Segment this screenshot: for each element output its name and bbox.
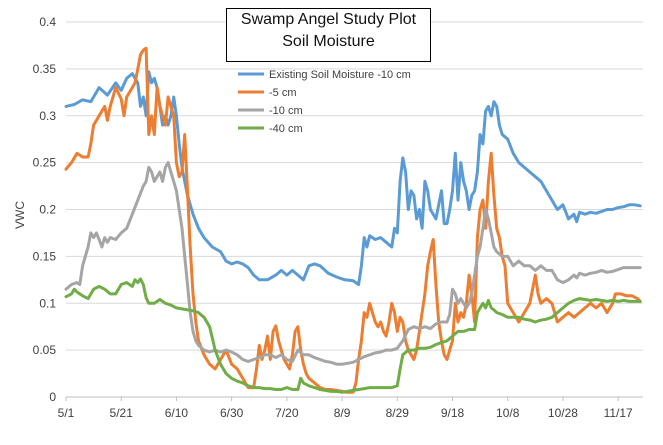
x-tick-label: 11/17	[604, 406, 633, 420]
legend-label: -40 cm	[269, 123, 303, 135]
series-line-1	[64, 46, 642, 394]
x-tick-label: 5/1	[58, 406, 75, 420]
series-line-3	[64, 277, 642, 394]
legend-label: -10 cm	[269, 105, 303, 117]
y-tick-label: 0.1	[39, 296, 56, 310]
y-tick-label: 0.25	[33, 156, 57, 170]
legend-label: -5 cm	[269, 87, 297, 99]
x-tick-label: 8/29	[386, 406, 410, 420]
legend: Existing Soil Moisture -10 cm -5 cm -10 cm…	[238, 69, 411, 135]
x-tick-label: 9/18	[441, 406, 465, 420]
y-tick-label: 0.3	[39, 109, 56, 123]
y-tick-label: 0.35	[33, 62, 57, 76]
series-line-0	[64, 70, 642, 286]
legend-label: Existing Soil Moisture -10 cm	[269, 69, 411, 81]
x-tick-label: 8/9	[334, 406, 351, 420]
x-tick-label: 5/21	[110, 406, 134, 420]
x-tick-label: 7/20	[275, 406, 299, 420]
chart-title-line-2: Soil Moisture	[282, 33, 375, 50]
y-axis-label: VWC	[13, 201, 27, 229]
chart-title-box: Swamp Angel Study Plot Soil Moisture	[226, 8, 431, 62]
y-tick-label: 0.2	[39, 203, 56, 217]
series-line-2	[64, 161, 642, 366]
x-tick-label: 10/8	[496, 406, 520, 420]
x-tick-label: 6/10	[165, 406, 189, 420]
y-tick-label: 0.05	[33, 343, 57, 357]
chart-title-line-1: Swamp Angel Study Plot	[240, 11, 417, 28]
x-tick-label: 10/28	[548, 406, 578, 420]
y-tick-label: 0	[49, 390, 56, 404]
y-tick-label: 0.4	[39, 15, 56, 29]
y-tick-label: 0.15	[33, 249, 57, 263]
axes: 0 0.05 0.1 0.15 0.2 0.25 0.3 0.35 0.4 5/1 5/21 6/10…	[33, 15, 643, 420]
series-lines	[64, 46, 642, 394]
x-tick-label: 6/30	[220, 406, 244, 420]
